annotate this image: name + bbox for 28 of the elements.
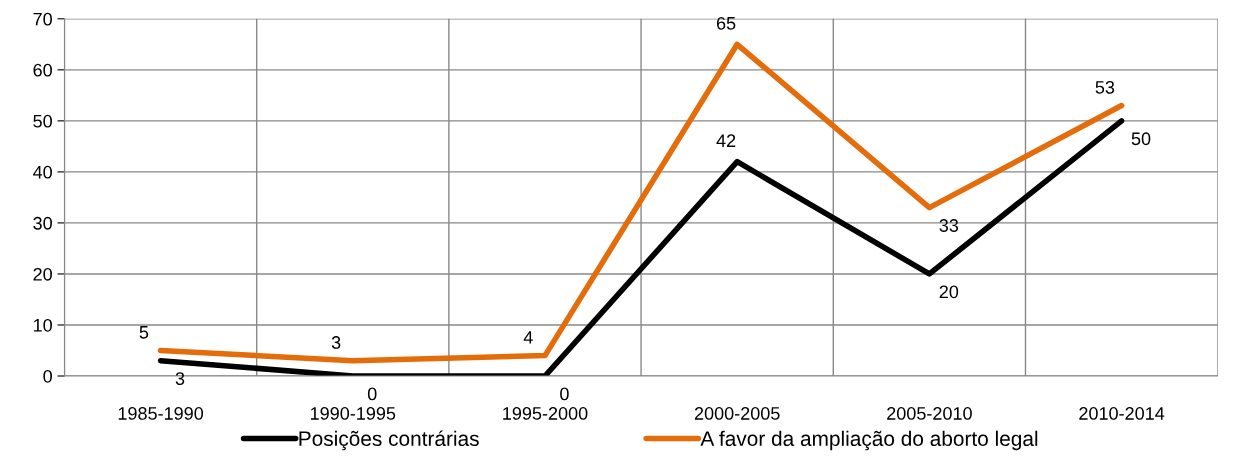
x-tick-label: 2000-2005 [694, 407, 780, 420]
y-tick-label: 50 [33, 114, 52, 128]
y-tick-label: 30 [33, 216, 52, 230]
data-label: 4 [523, 331, 533, 344]
data-label: 5 [139, 326, 149, 339]
y-tick-label: 0 [43, 369, 52, 383]
data-label: 3 [175, 372, 185, 385]
y-tick-label: 10 [33, 318, 52, 332]
y-tick-label: 20 [33, 267, 52, 281]
x-tick-label: 1985-1990 [118, 407, 204, 420]
y-tick-label: 40 [33, 165, 52, 179]
data-label: 20 [939, 285, 959, 299]
data-label: 50 [1131, 132, 1151, 146]
x-tick-label: 1990-1995 [310, 407, 396, 420]
y-tick-label: 60 [33, 63, 52, 77]
data-label: 42 [716, 134, 736, 147]
legend-label: Posições contrárias [299, 430, 479, 451]
data-label: 0 [560, 387, 569, 401]
data-label: 65 [716, 16, 736, 30]
data-label: 3 [331, 336, 341, 349]
y-tick-label: 70 [33, 12, 52, 26]
x-tick-label: 1995-2000 [503, 407, 588, 420]
data-label: 53 [1095, 80, 1115, 94]
data-label: 33 [939, 219, 959, 232]
legend-label: A favor da ampliação do aborto legal [700, 430, 1038, 451]
data-label: 0 [367, 387, 377, 401]
x-tick-label: 2005-2010 [887, 407, 972, 420]
x-tick-label: 2010-2014 [1079, 407, 1165, 420]
